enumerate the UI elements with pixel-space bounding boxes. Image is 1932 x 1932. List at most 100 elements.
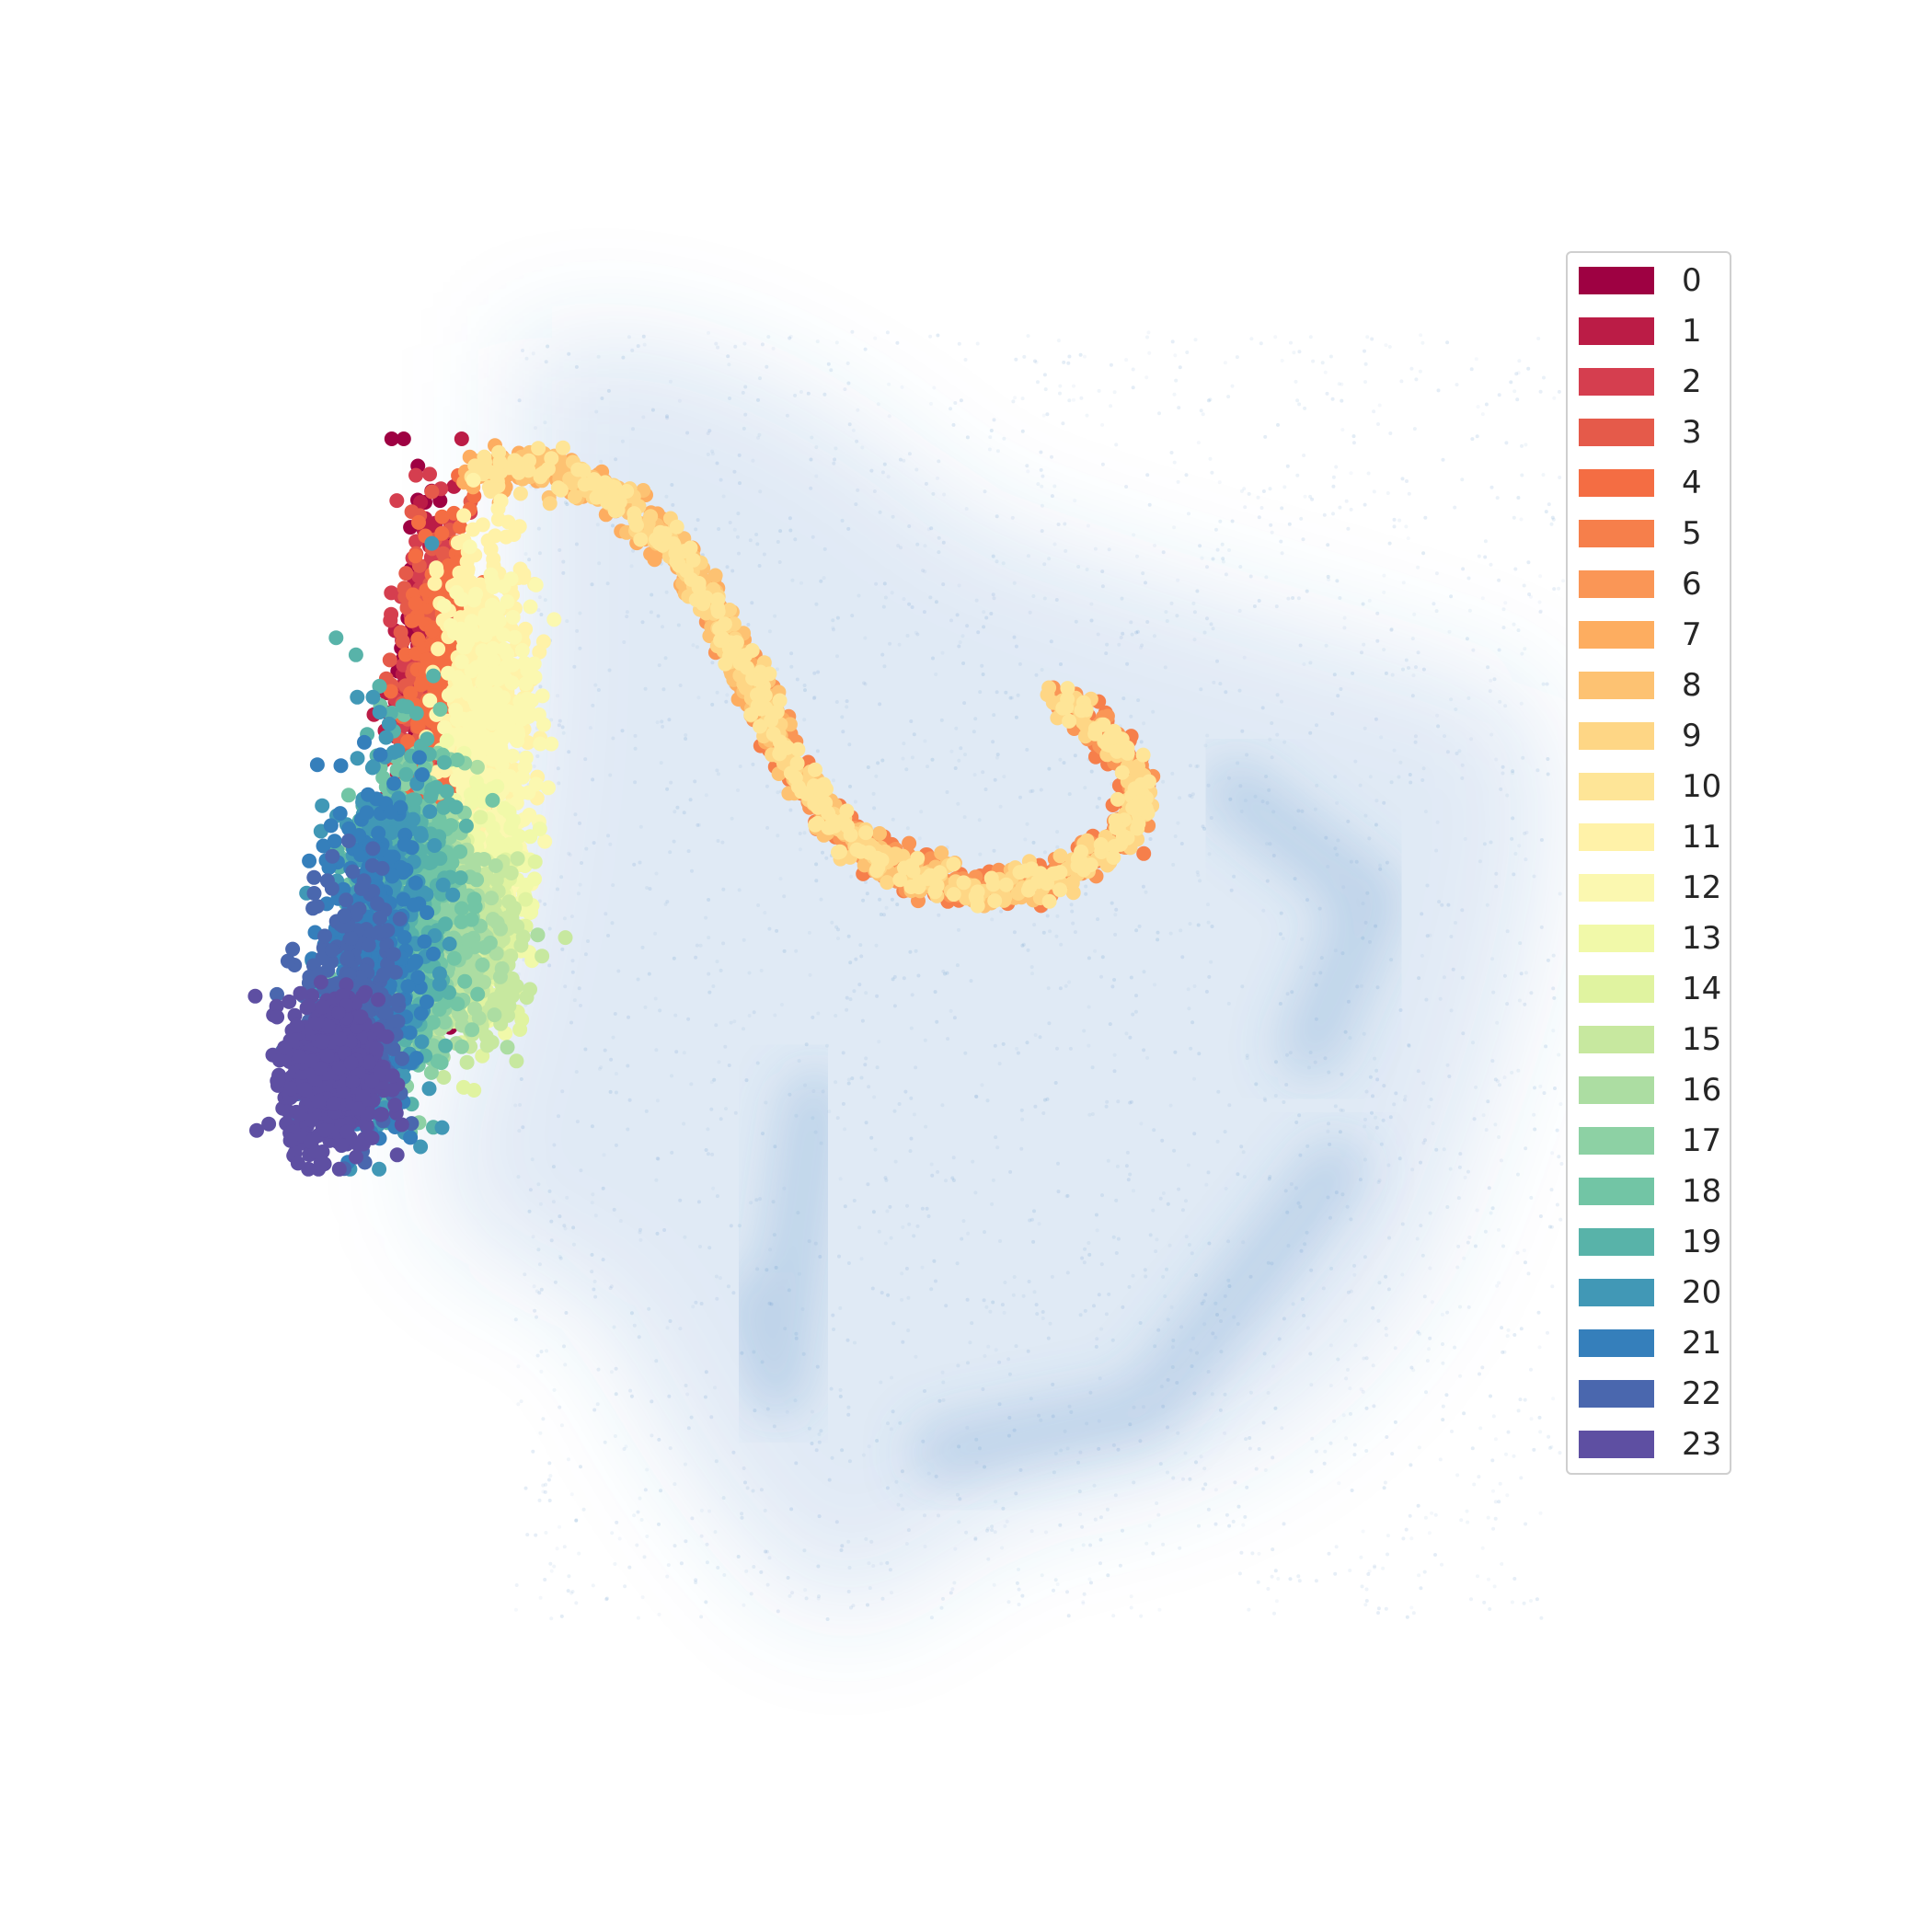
density-speckle bbox=[1288, 1051, 1293, 1055]
density-speckle bbox=[615, 1520, 619, 1524]
density-speckle bbox=[1519, 517, 1524, 522]
density-speckle bbox=[516, 1175, 521, 1179]
point-series-4 bbox=[434, 525, 450, 541]
density-speckle bbox=[1026, 1349, 1030, 1353]
density-speckle bbox=[731, 1450, 736, 1455]
density-speckle bbox=[1156, 937, 1160, 942]
density-speckle bbox=[1529, 1417, 1534, 1421]
density-speckle bbox=[1457, 1165, 1462, 1169]
density-speckle bbox=[1421, 551, 1426, 556]
density-speckle bbox=[977, 818, 982, 822]
density-speckle bbox=[1155, 1237, 1159, 1242]
density-speckle bbox=[1031, 840, 1036, 845]
density-speckle bbox=[577, 1551, 581, 1556]
density-speckle bbox=[716, 839, 720, 843]
density-speckle bbox=[716, 772, 720, 776]
density-speckle bbox=[794, 1461, 799, 1466]
density-speckle bbox=[1051, 1414, 1055, 1419]
density-speckle bbox=[1299, 965, 1304, 970]
density-speckle bbox=[516, 1402, 521, 1407]
density-speckle bbox=[888, 1204, 892, 1209]
density-speckle bbox=[941, 1380, 946, 1385]
density-speckle bbox=[901, 1225, 905, 1229]
density-speckle bbox=[1161, 1191, 1166, 1195]
density-speckle bbox=[548, 1561, 553, 1566]
density-speckle bbox=[1142, 1405, 1145, 1409]
density-speckle bbox=[1134, 928, 1139, 933]
density-speckle bbox=[865, 891, 869, 896]
density-speckle bbox=[1153, 983, 1156, 987]
density-speckle bbox=[745, 1486, 750, 1490]
density-speckle bbox=[612, 1325, 616, 1329]
density-speckle bbox=[1025, 747, 1029, 752]
density-speckle bbox=[1145, 620, 1150, 624]
density-speckle bbox=[1210, 1392, 1214, 1397]
density-speckle bbox=[643, 1488, 648, 1492]
density-speckle bbox=[760, 342, 765, 347]
density-speckle bbox=[1025, 822, 1029, 826]
density-speckle bbox=[1219, 1350, 1224, 1354]
density-speckle bbox=[976, 630, 981, 635]
density-speckle bbox=[1505, 793, 1510, 798]
density-speckle bbox=[1052, 542, 1057, 546]
density-speckle bbox=[757, 564, 762, 568]
density-speckle bbox=[622, 1447, 627, 1451]
density-speckle bbox=[1388, 1115, 1393, 1120]
density-speckle bbox=[1147, 351, 1152, 355]
density-speckle bbox=[788, 336, 792, 340]
density-speckle bbox=[1499, 787, 1503, 791]
density-speckle bbox=[1434, 1147, 1439, 1152]
density-speckle bbox=[1298, 1204, 1303, 1209]
density-speckle bbox=[729, 1224, 733, 1228]
density-speckle bbox=[1374, 1125, 1379, 1130]
density-speckle bbox=[1435, 713, 1440, 718]
density-speckle bbox=[1515, 397, 1520, 402]
density-speckle bbox=[1521, 755, 1525, 760]
density-speckle bbox=[758, 489, 763, 494]
density-speckle bbox=[1422, 1570, 1427, 1574]
density-speckle bbox=[1141, 571, 1145, 576]
density-speckle bbox=[1522, 1601, 1526, 1605]
density-speckle bbox=[1001, 561, 1006, 566]
density-speckle bbox=[1458, 1152, 1463, 1156]
density-speckle bbox=[1201, 1487, 1205, 1491]
point-series-3 bbox=[398, 566, 414, 581]
density-speckle bbox=[727, 1064, 731, 1067]
density-speckle bbox=[669, 780, 673, 785]
density-speckle bbox=[564, 1311, 569, 1315]
density-speckle bbox=[1445, 1063, 1450, 1067]
density-speckle bbox=[882, 581, 887, 586]
density-speckle bbox=[1209, 960, 1213, 964]
density-speckle bbox=[1002, 1310, 1006, 1315]
density-speckle bbox=[1483, 539, 1488, 544]
density-speckle bbox=[1282, 485, 1287, 489]
density-speckle bbox=[1344, 1436, 1349, 1441]
density-speckle bbox=[1537, 1345, 1542, 1350]
density-speckle bbox=[1105, 642, 1110, 647]
density-speckle bbox=[929, 401, 933, 406]
density-speckle bbox=[1377, 1179, 1382, 1183]
density-speckle bbox=[737, 551, 741, 556]
density-speckle bbox=[690, 1516, 695, 1521]
density-speckle bbox=[558, 1255, 562, 1259]
density-speckle bbox=[1501, 1244, 1505, 1248]
density-speckle bbox=[1146, 330, 1151, 335]
density-speckle bbox=[711, 1186, 716, 1190]
density-speckle bbox=[1177, 1187, 1181, 1191]
density-speckle bbox=[638, 1227, 642, 1232]
density-speckle bbox=[1088, 1543, 1093, 1547]
density-speckle bbox=[1384, 343, 1388, 348]
density-speckle bbox=[1502, 1350, 1507, 1354]
density-speckle bbox=[1302, 1314, 1306, 1317]
density-speckle bbox=[1349, 1217, 1353, 1222]
density-speckle bbox=[544, 360, 548, 364]
density-speckle bbox=[1073, 930, 1077, 935]
density-speckle bbox=[1505, 929, 1510, 934]
density-speckle bbox=[900, 385, 904, 389]
density-speckle bbox=[744, 1078, 749, 1083]
density-speckle bbox=[776, 834, 780, 838]
density-speckle bbox=[983, 1465, 986, 1469]
density-speckle bbox=[661, 724, 665, 729]
density-speckle bbox=[1400, 1222, 1405, 1226]
density-speckle bbox=[752, 1350, 756, 1354]
